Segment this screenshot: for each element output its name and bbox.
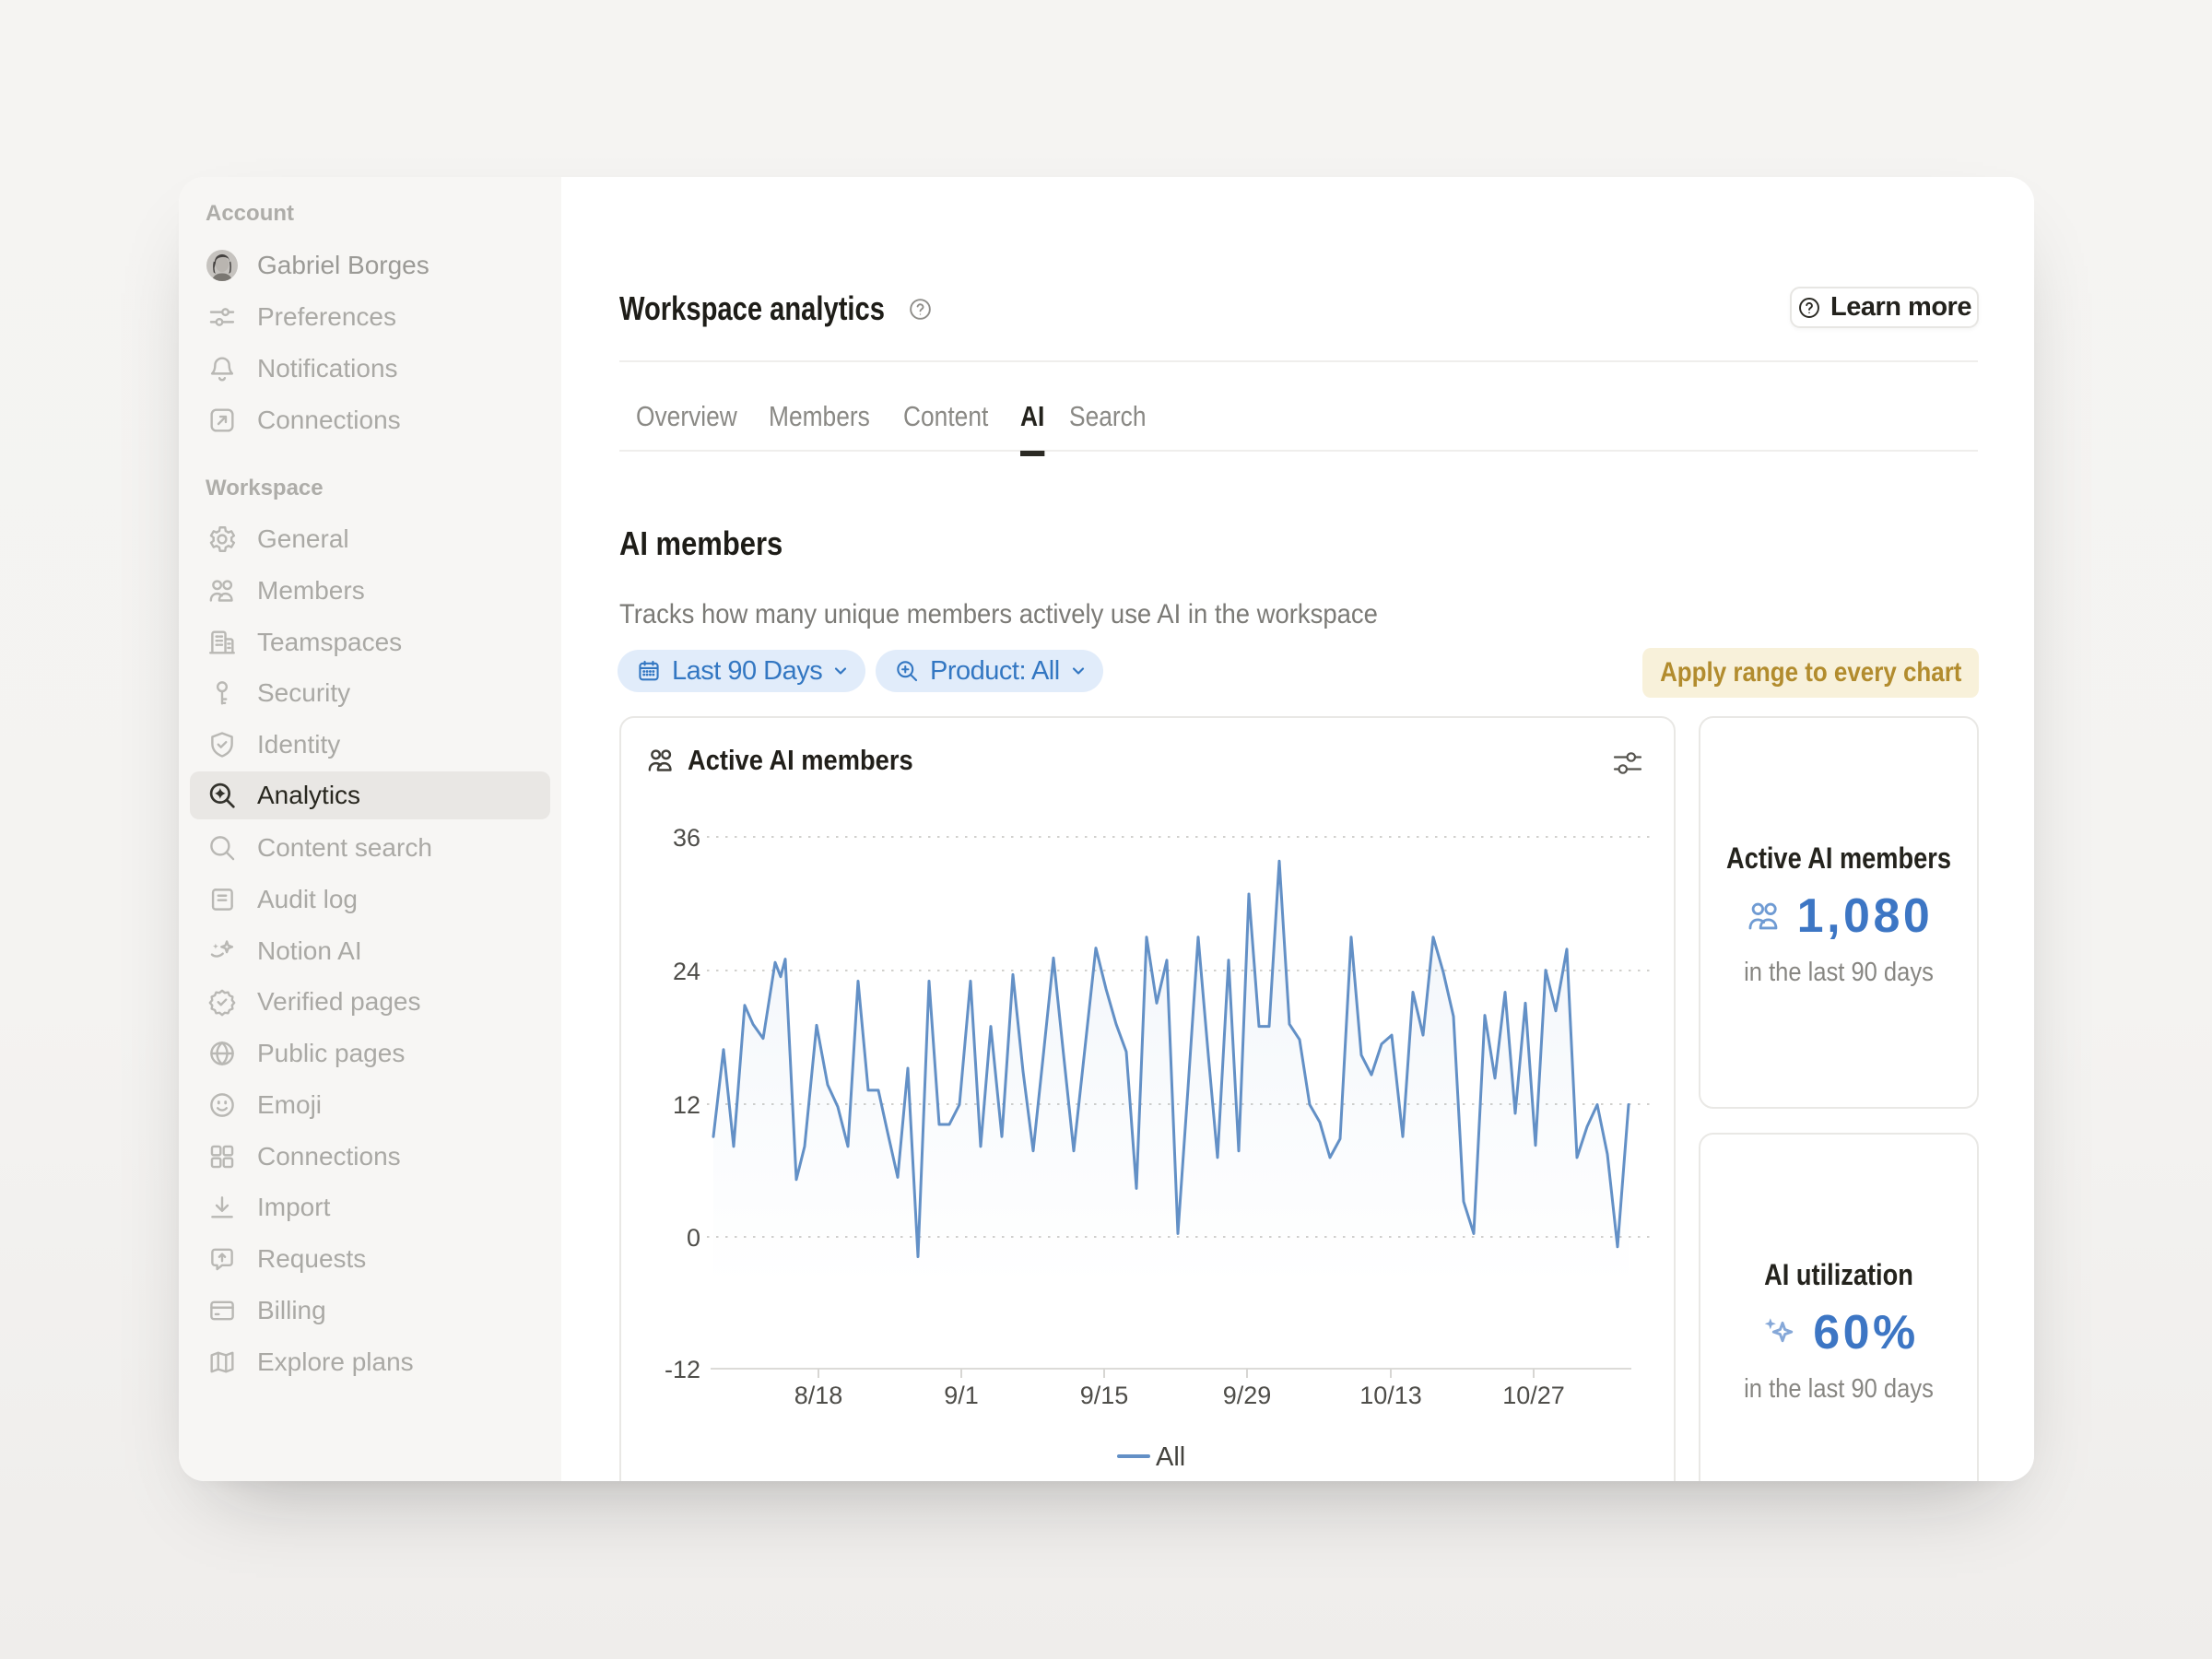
svg-text:8/18: 8/18 bbox=[794, 1382, 843, 1409]
svg-text:10/27: 10/27 bbox=[1502, 1382, 1565, 1409]
svg-text:9/1: 9/1 bbox=[944, 1382, 979, 1409]
svg-text:12: 12 bbox=[673, 1091, 700, 1119]
svg-text:10/13: 10/13 bbox=[1359, 1382, 1422, 1409]
svg-text:9/15: 9/15 bbox=[1080, 1382, 1129, 1409]
svg-text:36: 36 bbox=[673, 824, 700, 852]
svg-text:9/29: 9/29 bbox=[1223, 1382, 1272, 1409]
svg-text:All: All bbox=[1156, 1442, 1185, 1472]
svg-text:24: 24 bbox=[673, 958, 700, 985]
svg-text:-12: -12 bbox=[665, 1356, 700, 1383]
svg-text:0: 0 bbox=[687, 1224, 700, 1252]
